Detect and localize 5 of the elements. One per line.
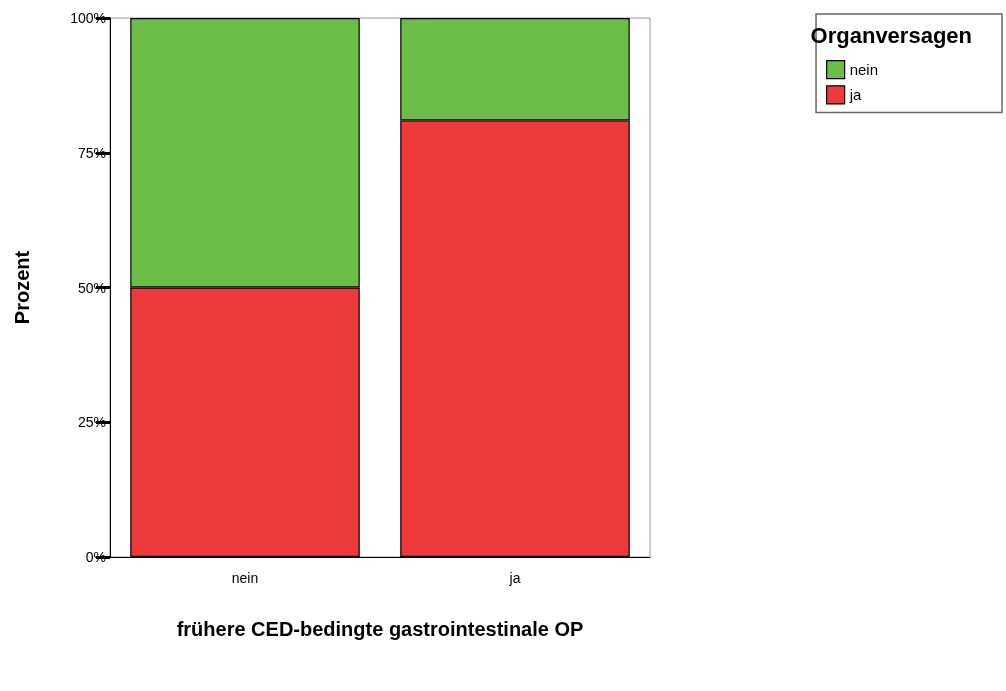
legend-label: nein bbox=[849, 61, 878, 79]
y-axis-title: Prozent bbox=[11, 250, 33, 325]
legend-label: ja bbox=[848, 86, 862, 104]
x-axis-title: frühere CED-bedingte gastrointestinale OP bbox=[176, 618, 584, 640]
legend-title: Organversagen bbox=[810, 22, 972, 48]
